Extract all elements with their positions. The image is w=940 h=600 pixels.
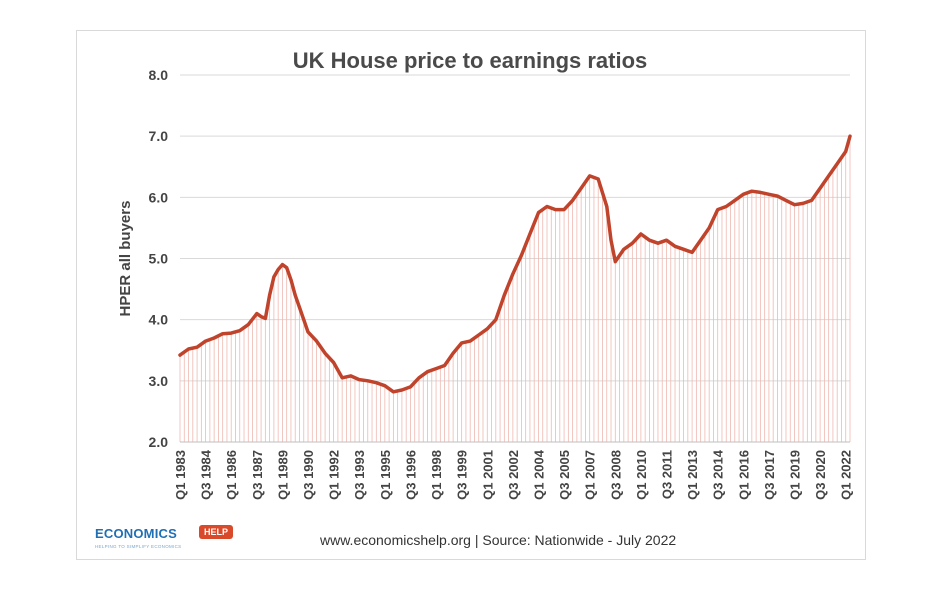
x-tick-label: Q1 1986 <box>224 450 239 500</box>
x-tick-label: Q1 2010 <box>634 450 649 500</box>
x-tick-label: Q3 2011 <box>660 450 675 499</box>
y-tick-label: 5.0 <box>149 251 169 267</box>
logo-badge: HELP <box>199 525 234 539</box>
chart-frame <box>76 30 866 560</box>
source-footer: www.economicshelp.org | Source: Nationwi… <box>320 532 677 548</box>
y-axis-label: HPER all buyers <box>117 201 134 317</box>
y-tick-label: 3.0 <box>149 373 169 389</box>
x-tick-label: Q3 1987 <box>250 450 265 500</box>
y-tick-label: 7.0 <box>149 128 169 144</box>
x-tick-label: Q1 2022 <box>839 450 854 500</box>
series-line <box>178 134 852 394</box>
x-tick-label: Q3 2017 <box>762 450 777 500</box>
x-tick-label: Q1 2001 <box>480 450 495 500</box>
x-tick-label: Q3 2008 <box>608 450 623 500</box>
x-tick-label: Q1 1992 <box>327 450 342 500</box>
x-tick-label: Q3 1990 <box>301 450 316 500</box>
economics-help-logo: ECONOMICS HELP HELPING TO SIMPLIFY ECONO… <box>95 522 235 552</box>
x-tick-label: Q1 1989 <box>275 450 290 500</box>
x-tick-label: Q3 2020 <box>813 450 828 500</box>
x-tick-label: Q1 2016 <box>736 450 751 500</box>
x-tick-label: Q1 1998 <box>429 450 444 500</box>
chart-title: UK House price to earnings ratios <box>293 48 648 73</box>
x-tick-label: Q3 1993 <box>352 450 367 500</box>
y-tick-label: 4.0 <box>149 312 169 328</box>
x-tick-label: Q1 2013 <box>685 450 700 500</box>
x-tick-label: Q1 2007 <box>583 450 598 500</box>
x-tick-label: Q1 2004 <box>532 449 547 500</box>
x-tick-label: Q3 1999 <box>455 450 470 500</box>
y-tick-label: 2.0 <box>149 434 169 450</box>
y-tick-label: 6.0 <box>149 189 169 205</box>
x-tick-label: Q3 1996 <box>403 450 418 500</box>
y-tick-label: 8.0 <box>149 67 169 83</box>
x-tick-label: Q1 1983 <box>173 450 188 500</box>
x-tick-label: Q3 2002 <box>506 450 521 500</box>
x-tick-label: Q3 2014 <box>711 449 726 500</box>
x-tick-label: Q1 2019 <box>788 450 803 500</box>
x-tick-label: Q1 1995 <box>378 450 393 500</box>
x-tick-label: Q3 2005 <box>557 450 572 500</box>
x-tick-label: Q3 1984 <box>199 449 214 500</box>
logo-tagline: HELPING TO SIMPLIFY ECONOMICS <box>95 544 182 549</box>
logo-wordmark: ECONOMICS <box>95 526 177 541</box>
